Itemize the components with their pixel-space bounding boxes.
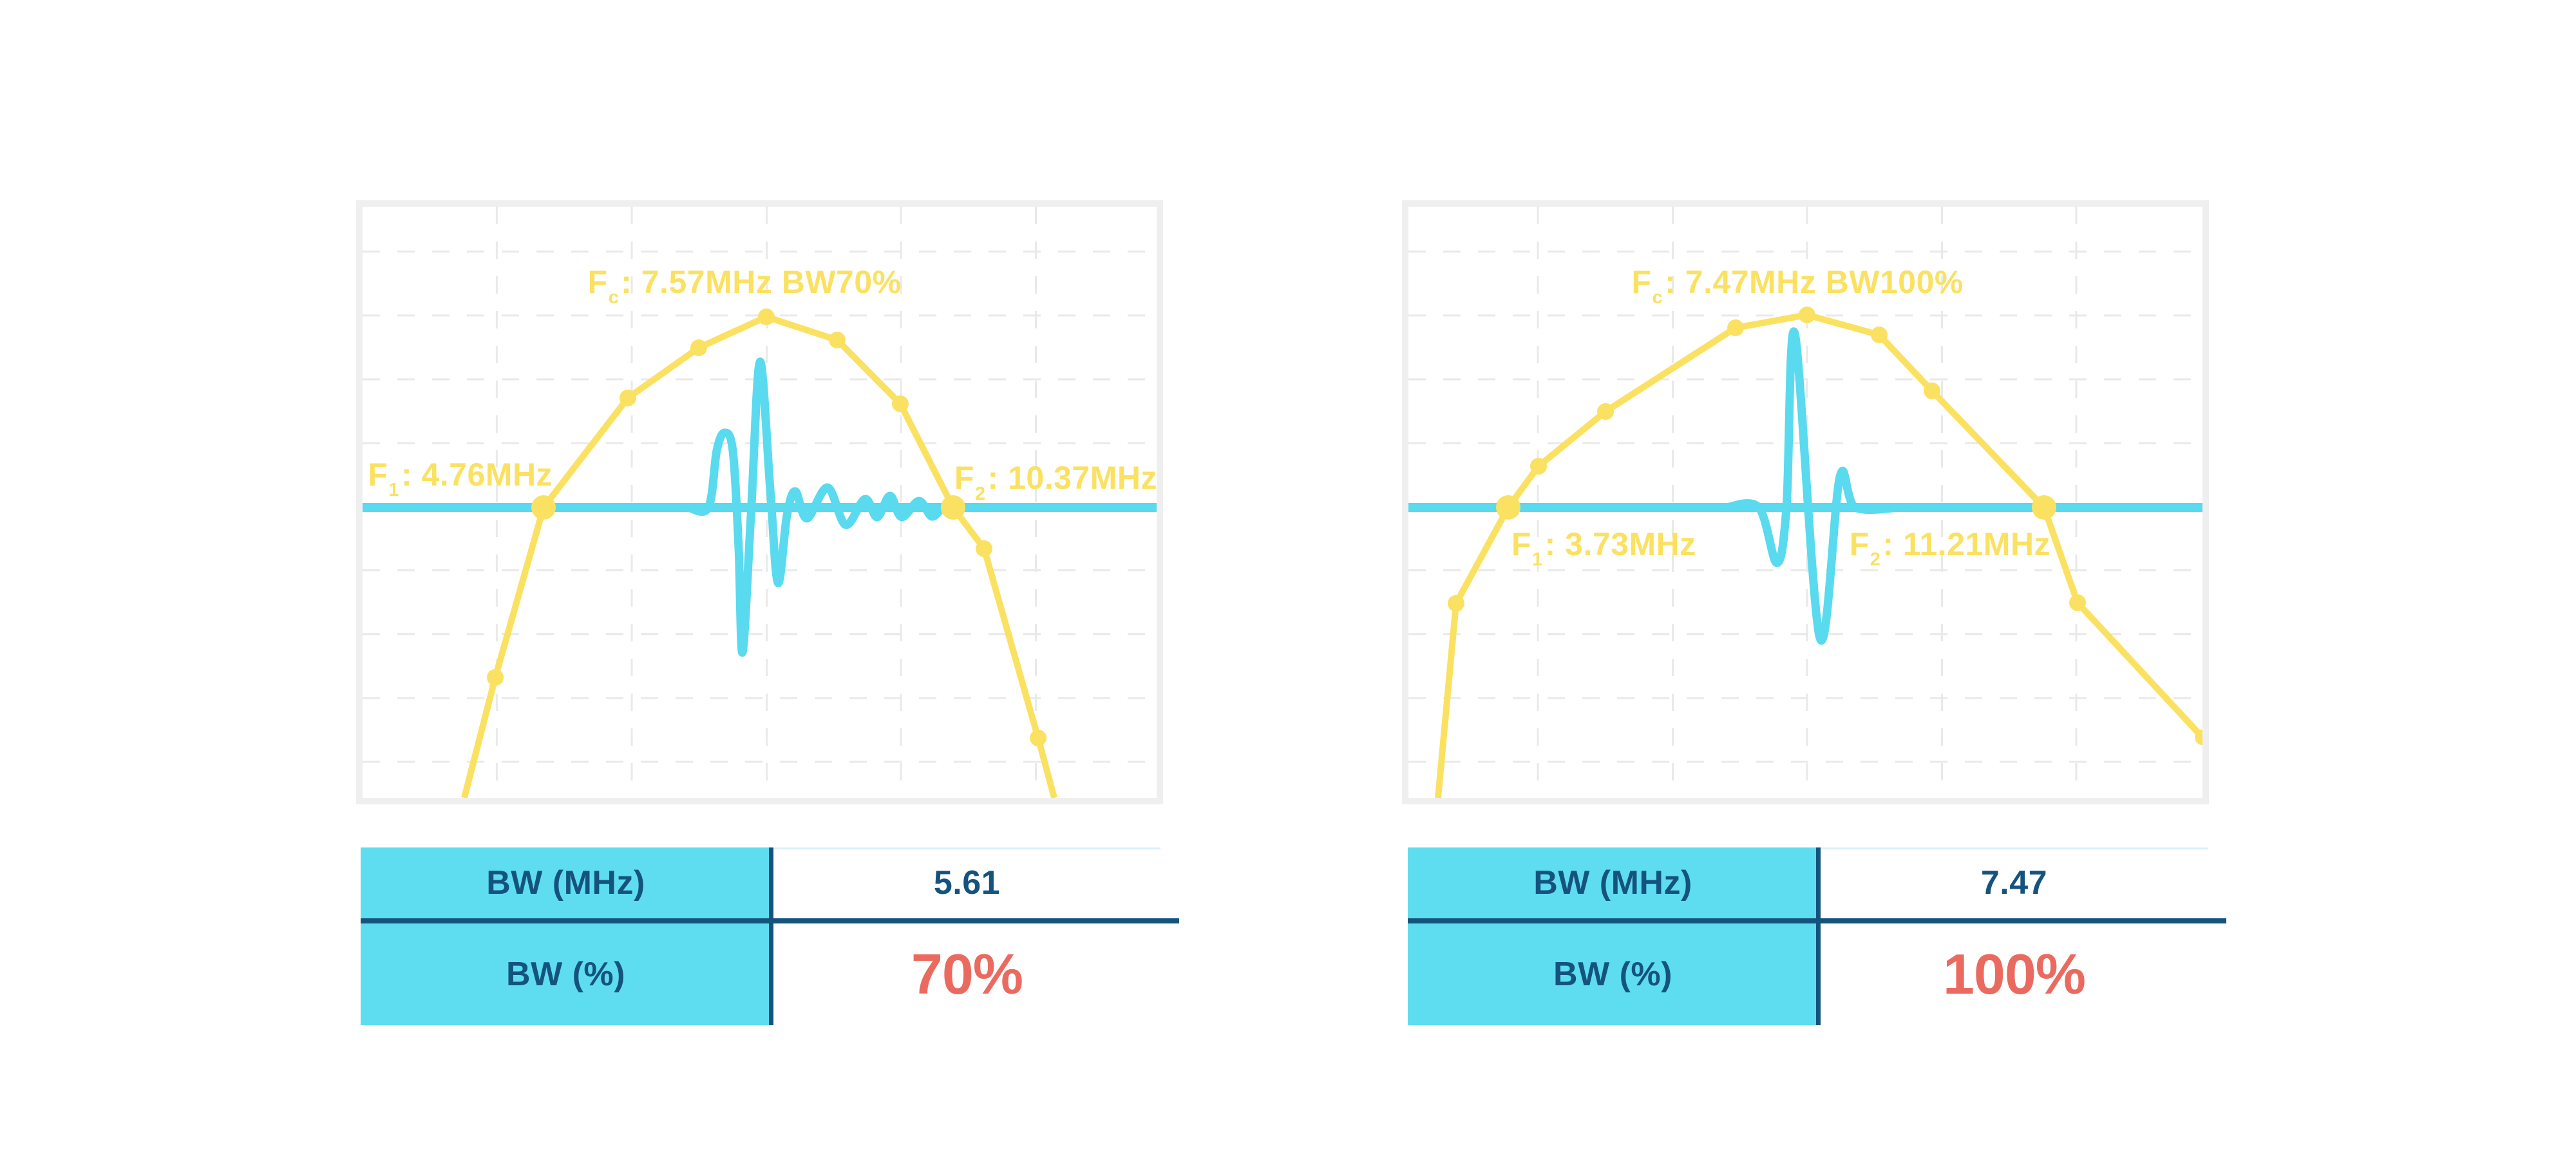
f1-label-pre: F	[368, 456, 388, 493]
spectrum-panel-right: Fc: 7.47MHz BW100% F1: 3.73MHz F2: 11.21…	[1402, 200, 2209, 804]
f1-label-post: : 4.76MHz	[401, 456, 553, 493]
f2-annotation-right: F2: 11.21MHz	[1849, 525, 2051, 569]
fc-label-post: : 7.47MHz BW100%	[1665, 263, 1964, 300]
bw-mhz-label: BW (MHz)	[486, 864, 645, 902]
table-column-divider	[769, 847, 773, 1025]
bw-mhz-value: 5.61	[933, 864, 1001, 902]
f2-label-post: : 10.37MHz	[987, 460, 1157, 497]
f2-label-pre: F	[1849, 526, 1870, 563]
f1-label-pre: F	[1511, 526, 1531, 563]
table-label-column	[361, 847, 771, 1025]
bw-pct-value: 100%	[1942, 942, 2086, 1006]
fc-label-post: : 7.57MHz BW70%	[621, 263, 902, 300]
table-column-divider	[1816, 847, 1821, 1025]
f2-annotation-left: F2: 10.37MHz	[954, 459, 1157, 503]
fc-label-pre: F	[1631, 263, 1652, 300]
fc-label-sub: c	[608, 287, 620, 308]
f1-label-sub: 1	[1531, 549, 1543, 571]
bw-table-left: BW (MHz) 5.61 BW (%) 70%	[361, 847, 1179, 1025]
f2-label-pre: F	[954, 460, 974, 497]
bw-pct-value: 70%	[911, 942, 1023, 1006]
table-label-column	[1408, 847, 1818, 1025]
f1-label-post: : 3.73MHz	[1544, 526, 1696, 563]
spectrum-chart-right	[1408, 207, 2202, 798]
f2-label-sub: 2	[974, 483, 986, 504]
f1-label-sub: 1	[388, 480, 399, 501]
bw-pct-label: BW (%)	[506, 956, 625, 993]
f1-annotation-left: F1: 4.76MHz	[368, 456, 553, 500]
bw-pct-label: BW (%)	[1553, 956, 1672, 993]
fc-annotation-left: Fc: 7.57MHz BW70%	[587, 263, 902, 307]
f2-label-sub: 2	[1870, 549, 1881, 571]
fc-label-sub: c	[1652, 287, 1663, 308]
table-top-border	[771, 847, 1160, 849]
f2-label-post: : 11.21MHz	[1882, 526, 2051, 563]
fc-annotation-right: Fc: 7.47MHz BW100%	[1631, 263, 1964, 307]
spectrum-chart-left	[363, 207, 1157, 798]
f1-annotation-right: F1: 3.73MHz	[1511, 525, 1696, 569]
bw-mhz-label: BW (MHz)	[1533, 864, 1692, 902]
bw-mhz-value: 7.47	[1980, 864, 2048, 902]
fc-label-pre: F	[587, 263, 608, 300]
bw-table-right: BW (MHz) 7.47 BW (%) 100%	[1408, 847, 2226, 1025]
spectrum-panel-left: Fc: 7.57MHz BW70% F1: 4.76MHz F2: 10.37M…	[356, 200, 1163, 804]
table-top-border	[1818, 847, 2208, 849]
